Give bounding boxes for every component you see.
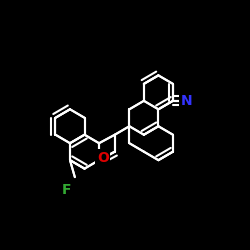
Text: F: F [62, 184, 71, 198]
Text: O: O [97, 151, 109, 165]
Text: N: N [180, 94, 192, 108]
